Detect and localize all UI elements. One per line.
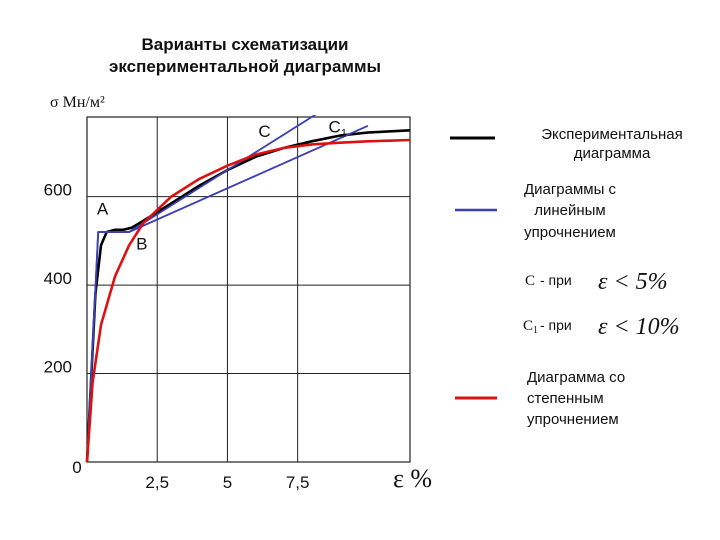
point-label-3-subscript: 1 xyxy=(341,127,347,139)
x-tick-label-1: 2,5 xyxy=(145,473,169,492)
point-label-3: C1 xyxy=(329,117,347,139)
legend-experimental-line-2: диаграмма xyxy=(574,145,651,162)
legend-c-condition-word: - при xyxy=(540,272,572,288)
chart-title: Варианты схематизации экспериментальной … xyxy=(60,34,430,78)
x-tick-label-2: 5 xyxy=(223,473,232,492)
point-labels: A B C C1 xyxy=(97,117,347,253)
series-layer xyxy=(85,115,411,463)
y-tick-label-2: 600 xyxy=(44,181,72,200)
legend-power-line-2: степенным xyxy=(527,390,604,407)
point-label-0: A xyxy=(97,199,109,218)
legend-linear-line-1: Диаграммы с xyxy=(524,181,617,198)
grid xyxy=(86,116,411,463)
chart-title-line-2: экспериментальной диаграммы xyxy=(108,57,382,76)
legend-c1-label: С1 xyxy=(523,318,538,336)
tick-labels: 0 2,5 5 7,5 200 400 600 xyxy=(44,181,310,492)
series-line-2 xyxy=(86,124,369,463)
legend-c1-condition-word: - при xyxy=(540,317,572,333)
chart-title-line-1: Варианты схематизации xyxy=(141,35,349,54)
y-axis-label: σ Мн/м² xyxy=(50,94,105,111)
legend-c-label: С xyxy=(525,273,535,289)
plot-frame xyxy=(86,116,411,463)
series-line-3 xyxy=(85,138,411,463)
x-tick-label-3: 7,5 xyxy=(286,473,310,492)
legend-c1-subscript: 1 xyxy=(533,325,538,336)
y-tick-label-0: 200 xyxy=(44,358,72,377)
legend-linear-line-3: упрочнением xyxy=(524,224,616,241)
y-tick-label-1: 400 xyxy=(44,269,72,288)
x-tick-label-0: 0 xyxy=(72,458,81,477)
point-label-2: C xyxy=(258,122,270,141)
x-axis-label: ε % xyxy=(393,464,432,493)
legend-linear-line-2: линейным xyxy=(534,202,606,219)
legend-experimental-line-1: Экспериментальная xyxy=(541,126,683,143)
point-label-1: B xyxy=(136,235,147,254)
legend-power-line-3: упрочнением xyxy=(527,411,619,428)
legend-c-condition-formula: ε < 5% xyxy=(598,269,668,295)
series-line-0 xyxy=(85,129,411,463)
legend-c1-condition-formula: ε < 10% xyxy=(598,314,680,340)
legend-power-line-1: Диаграмма со xyxy=(527,369,625,386)
legend-c1-letter: С xyxy=(523,318,533,334)
